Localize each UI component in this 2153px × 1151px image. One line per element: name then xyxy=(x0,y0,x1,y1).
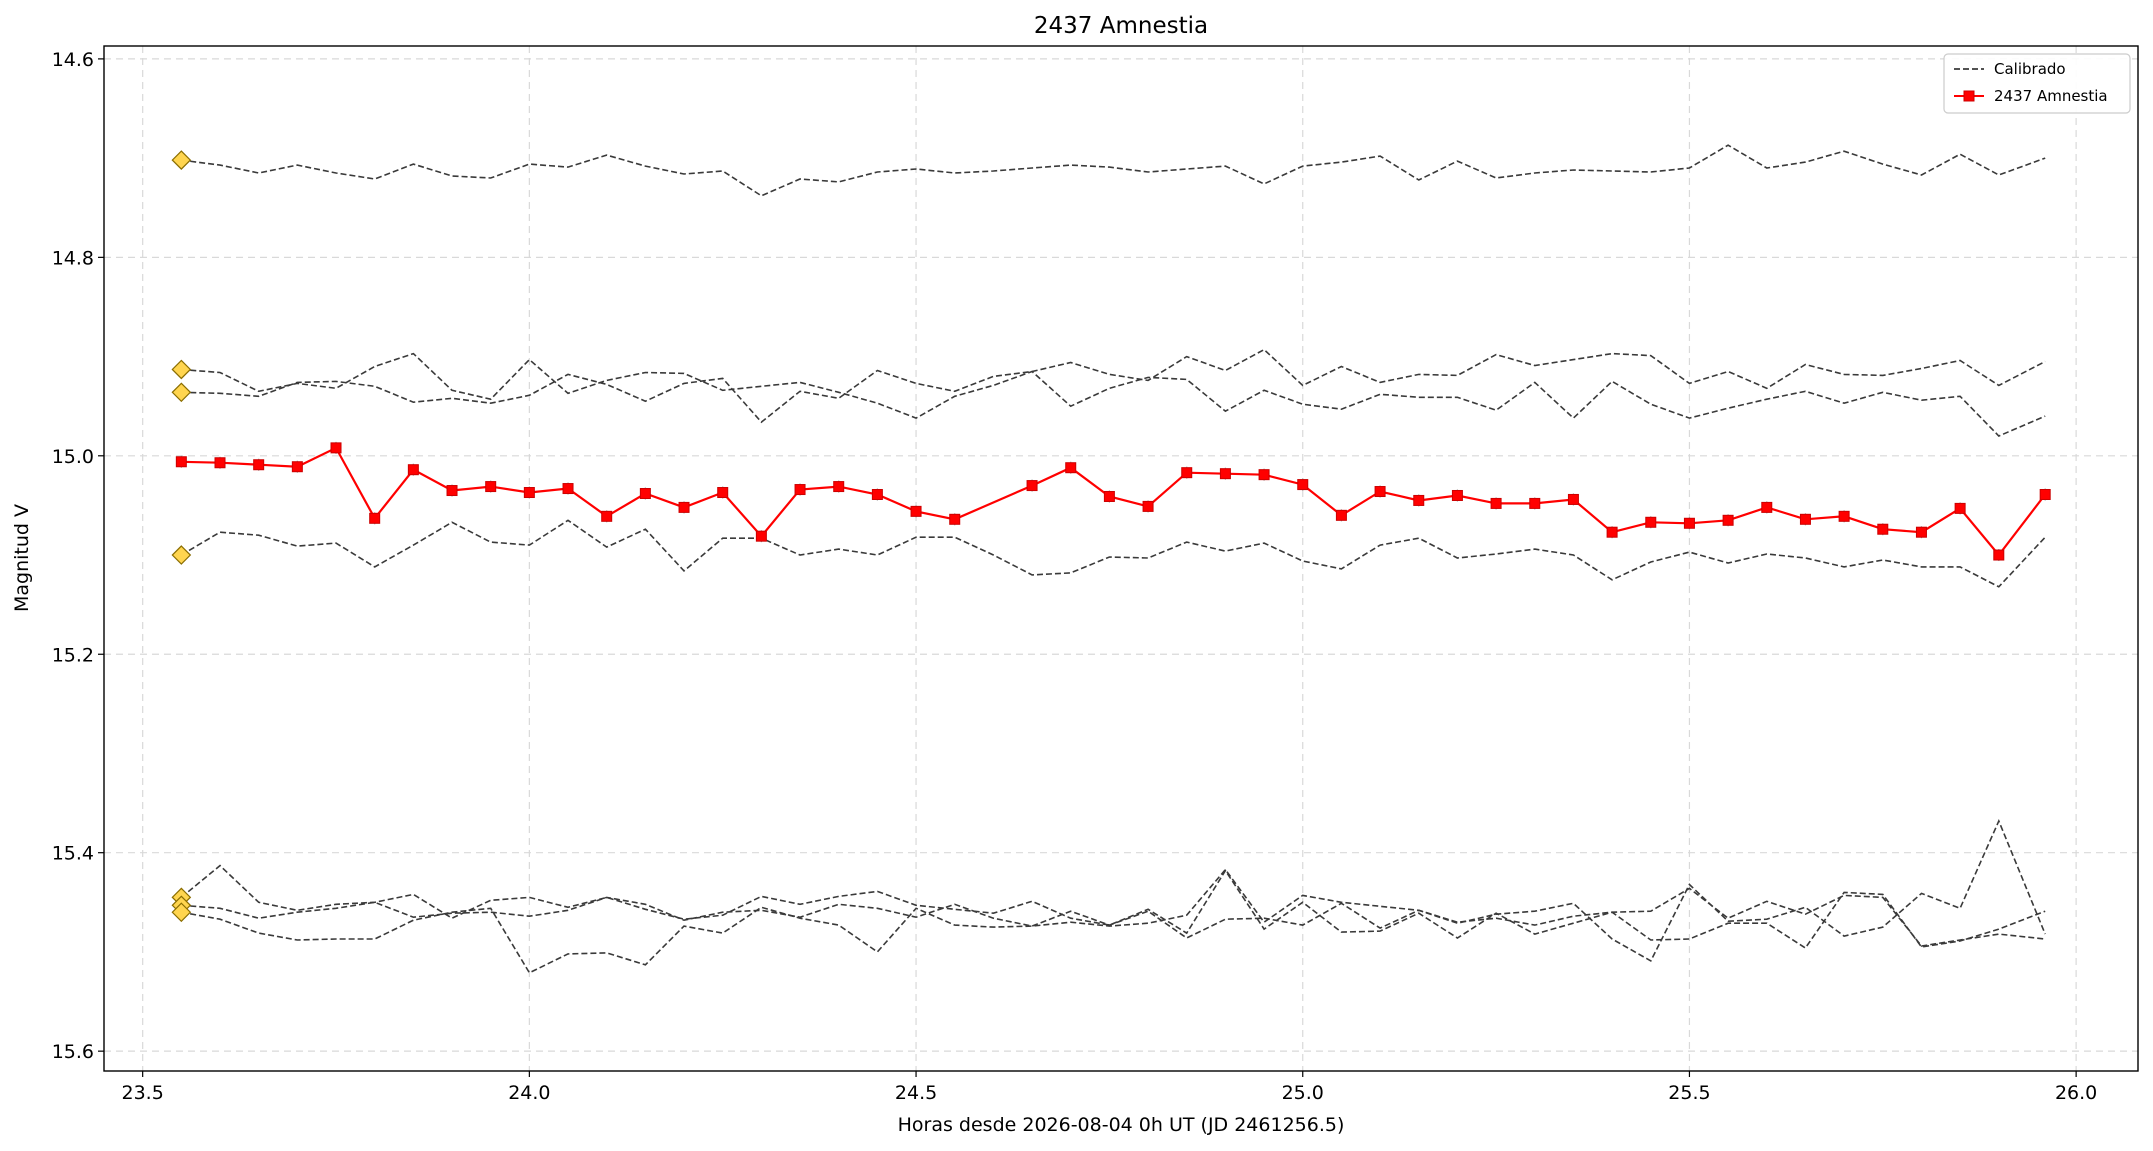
target-data-point xyxy=(1451,489,1463,501)
x-tick-label: 23.5 xyxy=(122,1082,164,1104)
y-axis-label: Magnitud V xyxy=(11,504,33,612)
target-data-point xyxy=(1142,500,1154,512)
y-tick-label: 14.6 xyxy=(52,49,94,71)
target-data-point xyxy=(485,481,497,493)
chart-title: 2437 Amnestia xyxy=(1034,13,1208,39)
legend-calibrado-label: Calibrado xyxy=(1994,60,2066,78)
target-data-point xyxy=(1954,502,1966,514)
target-data-point xyxy=(1413,494,1425,506)
target-data-point xyxy=(214,457,226,469)
comparison-start-marker xyxy=(171,150,192,170)
comparison-line-3 xyxy=(181,348,2046,424)
target-data-point xyxy=(1335,509,1347,521)
legend: Calibrado 2437 Amnestia xyxy=(1943,53,2131,114)
target-data-point xyxy=(601,510,613,522)
target-series xyxy=(175,441,2051,562)
y-tick-label: 15.4 xyxy=(52,843,94,865)
target-data-point xyxy=(407,464,419,476)
target-data-point xyxy=(2039,488,2051,500)
y-tick-label: 15.2 xyxy=(52,644,94,666)
target-data-point xyxy=(1799,513,1811,525)
x-tick-label: 26.0 xyxy=(2055,1082,2097,1104)
comparison-start-marker xyxy=(171,359,192,380)
target-data-point xyxy=(871,488,883,500)
x-axis-ticks: 23.5 24.0 24.5 25.0 25.5 26.0 xyxy=(122,1071,2097,1104)
x-tick-label: 24.0 xyxy=(508,1082,550,1104)
comparison-line-2 xyxy=(181,352,2046,437)
comparison-lines xyxy=(180,144,2046,974)
x-axis-label: Horas desde 2026-08-04 0h UT (JD 2461256… xyxy=(898,1114,1345,1136)
target-data-point xyxy=(253,459,265,471)
target-data-point xyxy=(755,530,767,542)
comparison-line-1 xyxy=(181,144,2046,197)
target-data-point xyxy=(523,487,535,499)
target-data-point xyxy=(1065,462,1077,474)
target-data-point xyxy=(446,485,458,497)
target-data-point xyxy=(794,484,806,496)
y-axis-ticks: 14.6 14.8 15.0 15.2 15.4 15.6 xyxy=(52,49,104,1063)
target-data-point xyxy=(1026,480,1038,492)
target-data-point xyxy=(910,505,922,517)
legend-target-marker xyxy=(1963,90,1975,102)
target-data-point xyxy=(717,487,729,499)
target-data-point xyxy=(562,483,574,495)
target-line xyxy=(181,446,2047,557)
target-data-point xyxy=(1258,469,1270,481)
y-tick-label: 14.8 xyxy=(52,247,94,269)
target-data-point xyxy=(1103,490,1115,502)
target-data-point xyxy=(1877,523,1889,535)
grid xyxy=(104,46,2138,1071)
target-data-point xyxy=(1181,467,1193,479)
comparison-start-marker xyxy=(171,902,192,923)
target-data-point xyxy=(1374,486,1386,498)
target-data-point xyxy=(330,442,342,454)
comparison-start-marker xyxy=(171,545,192,565)
target-data-point xyxy=(1761,501,1773,513)
target-data-point xyxy=(1606,526,1618,538)
target-data-point xyxy=(1219,468,1231,480)
target-data-point xyxy=(1490,497,1502,509)
comparison-line-7 xyxy=(181,868,2046,974)
target-data-point xyxy=(1683,517,1695,529)
comparison-line-4 xyxy=(180,519,2046,588)
comparison-start-markers xyxy=(171,150,192,923)
target-data-point xyxy=(833,481,845,493)
target-data-point xyxy=(639,488,651,500)
y-tick-label: 15.6 xyxy=(52,1041,94,1063)
target-data-point xyxy=(1297,479,1309,491)
comparison-line-6 xyxy=(181,818,2046,963)
target-data-point xyxy=(369,512,381,524)
plot-frame xyxy=(103,45,2139,1072)
y-tick-label: 15.0 xyxy=(52,446,94,468)
target-data-point xyxy=(1567,493,1579,505)
target-data-point xyxy=(678,501,690,513)
target-data-point xyxy=(1838,510,1850,522)
legend-box xyxy=(1943,53,2131,114)
x-tick-label: 25.0 xyxy=(1282,1082,1324,1104)
target-data-point xyxy=(949,513,961,525)
comparison-start-marker xyxy=(171,382,192,403)
target-data-point xyxy=(291,461,303,473)
target-data-point xyxy=(175,456,187,468)
x-tick-label: 25.5 xyxy=(1668,1082,1710,1104)
x-tick-label: 24.5 xyxy=(895,1082,937,1104)
target-data-point xyxy=(1645,516,1657,528)
target-data-point xyxy=(1993,549,2005,561)
target-data-point xyxy=(1529,497,1541,509)
target-data-point xyxy=(1722,514,1734,526)
legend-target-label: 2437 Amnestia xyxy=(1994,87,2108,105)
target-data-point xyxy=(1915,526,1927,538)
